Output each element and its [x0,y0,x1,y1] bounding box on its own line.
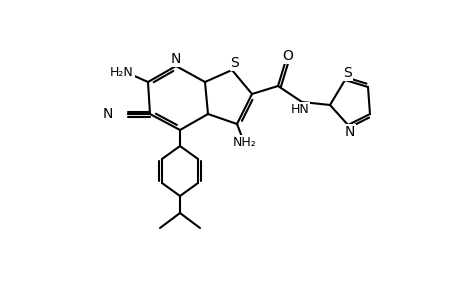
Text: N: N [170,52,181,66]
Text: O: O [282,49,293,63]
Text: H₂N: H₂N [110,65,134,79]
Text: N: N [344,125,354,139]
Text: S: S [230,56,239,70]
Text: HN: HN [290,103,309,116]
Text: NH₂: NH₂ [233,136,256,148]
Text: S: S [343,66,352,80]
Text: N: N [103,107,113,121]
